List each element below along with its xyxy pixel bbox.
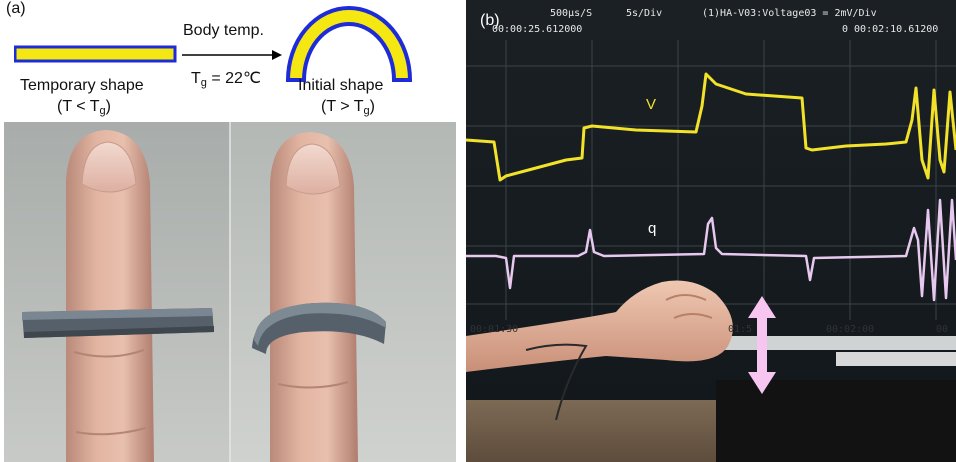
flat-strip-icon	[14, 45, 177, 63]
osc-time-right: 0 00:02:10.61200	[842, 24, 939, 35]
initial-shape-title: Initial shape	[298, 77, 384, 94]
arrow-condition-label: Body temp.	[183, 22, 264, 39]
right-arrow-icon	[182, 50, 282, 60]
trace-v-label: V	[646, 96, 657, 113]
temporary-shape-condition: (T < Tg)	[57, 98, 111, 117]
panel-b-label: (b)	[480, 12, 500, 29]
time-tick-2: 00:02:00	[826, 324, 875, 335]
arc-strip-icon	[285, 6, 413, 82]
osc-sample-rate: 500µs/S	[550, 8, 593, 19]
tg-value-label: Tg = 22℃	[191, 70, 261, 89]
temporary-shape-title: Temporary shape	[20, 77, 144, 94]
oscilloscope-photo	[466, 0, 956, 462]
osc-time-div: 5s/Div	[626, 8, 663, 19]
trace-q-label: q	[648, 220, 657, 237]
osc-channel-info: (1)HA-V03:Voltage03 = 2mV/Div	[702, 8, 877, 19]
time-tick-1: 01:5	[728, 324, 753, 335]
osc-time-left: 00:00:25.612000	[492, 24, 583, 35]
initial-shape-condition: (T > Tg)	[321, 98, 375, 117]
finger-ring-photo	[4, 122, 456, 462]
time-tick-0: 00:01:30	[470, 324, 519, 335]
time-tick-3: 00	[936, 324, 949, 335]
panel-a-label: (a)	[6, 0, 26, 17]
panel-b: (b) 500µs/S 5s/Div (1)HA-V03:Voltage03 =…	[466, 0, 956, 462]
panel-a: (a) Body temp. Tg = 22℃ Temporary shape …	[0, 0, 460, 462]
